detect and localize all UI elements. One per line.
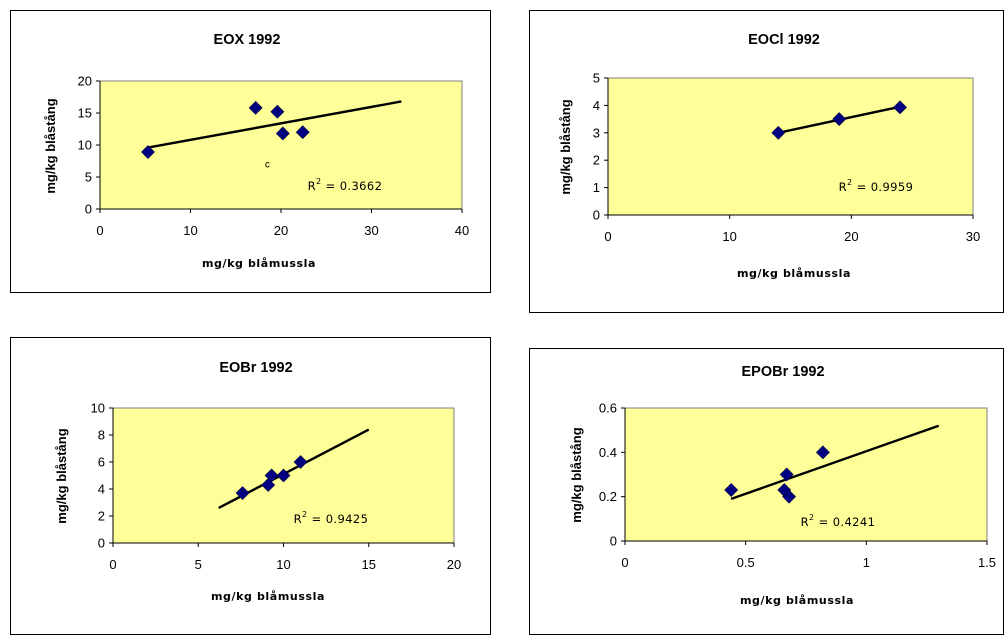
r-squared-label: R2 = 0.9959 — [839, 178, 914, 194]
r-squared-label: R2 = 0.9425 — [294, 510, 369, 526]
x-tick-label: 0 — [621, 555, 628, 570]
x-tick-label: 15 — [362, 557, 376, 572]
chart-title: EOBr 1992 — [219, 360, 292, 376]
x-tick-label: 5 — [195, 557, 202, 572]
data-point — [141, 145, 155, 159]
y-tick-label: 15 — [78, 106, 92, 121]
chart-panel-eox: EOX 1992 0 5 10 15 20 0 10 20 30 40 mg/kg blåstång m… — [10, 10, 491, 293]
x-tick-label: 30 — [364, 223, 378, 238]
data-point — [264, 468, 279, 483]
x-tick-label: 0.5 — [737, 555, 755, 570]
x-tick-label: 0 — [109, 557, 116, 572]
x-tick-label: 1 — [863, 555, 870, 570]
data-point — [248, 100, 263, 115]
data-point — [275, 126, 290, 141]
x-tick-label: 20 — [447, 557, 461, 572]
trendline — [730, 424, 940, 501]
y-tick-label: 8 — [98, 428, 105, 443]
data-point — [779, 467, 794, 482]
chart-title: EOCl 1992 — [748, 32, 820, 48]
y-axis-label: mg/kg blåstång — [569, 427, 584, 522]
y-tick-label: 4 — [593, 98, 600, 113]
y-tick-label: 20 — [78, 74, 92, 89]
data-point — [893, 100, 907, 115]
x-tick-label: 0 — [96, 223, 103, 238]
x-tick-label: 20 — [274, 223, 288, 238]
y-tick-label: 0 — [610, 534, 617, 549]
y-tick-label: 0 — [593, 208, 600, 223]
chart-epobr: EPOBr 1992 0 0.2 0.4 0.6 0 0.5 1 1.5 mg/kg blåstå… — [569, 364, 996, 607]
x-tick-label: 10 — [276, 557, 290, 572]
x-axis-label: mg/kg blåmussla — [740, 594, 854, 607]
y-tick-label: 3 — [593, 125, 600, 140]
annotation-text: c — [265, 159, 270, 170]
y-tick-label: 5 — [85, 170, 92, 185]
data-point — [276, 468, 291, 483]
x-tick-label: 10 — [722, 229, 736, 244]
data-point — [832, 112, 847, 127]
data-point — [235, 486, 250, 500]
x-tick-label: 20 — [844, 229, 858, 244]
x-tick-label: 10 — [183, 223, 197, 238]
data-point — [295, 125, 310, 140]
data-point — [724, 483, 739, 497]
y-tick-label: 1 — [593, 180, 600, 195]
y-tick-label: 2 — [593, 153, 600, 168]
chart-panel-epobr: EPOBr 1992 0 0.2 0.4 0.6 0 0.5 1 1.5 mg/kg blåstå… — [529, 348, 1004, 635]
chart-eox: EOX 1992 0 5 10 15 20 0 10 20 30 40 mg/kg blåstång m… — [43, 32, 469, 270]
r-squared-label: R2 = 0.3662 — [308, 177, 383, 193]
y-tick-label: 0 — [98, 536, 105, 551]
trendline — [147, 100, 402, 149]
x-axis-label: mg/kg blåmussla — [211, 590, 325, 603]
chart-eobr: EOBr 1992 0 2 4 6 8 10 0 5 10 15 20 mg/kg blåstång mg… — [54, 360, 461, 603]
plot-area — [607, 77, 974, 216]
y-tick-label: 0.4 — [599, 445, 617, 460]
chart-eocl: EOCl 1992 0 1 2 3 4 5 0 10 20 30 mg/kg blåstång mg/k… — [558, 32, 980, 280]
x-tick-label: 30 — [966, 229, 980, 244]
y-tick-label: 5 — [593, 71, 600, 86]
x-axis-label: mg/kg blåmussla — [737, 267, 851, 280]
data-point — [270, 104, 285, 119]
y-tick-label: 6 — [98, 455, 105, 470]
chart-panel-eocl: EOCl 1992 0 1 2 3 4 5 0 10 20 30 mg/kg blåstång mg/k… — [529, 10, 1004, 313]
y-tick-label: 0.2 — [599, 489, 617, 504]
y-tick-label: 4 — [98, 482, 105, 497]
data-point — [771, 125, 786, 140]
chart-title: EPOBr 1992 — [741, 364, 824, 380]
x-tick-label: 1.5 — [978, 555, 996, 570]
x-axis-label: mg/kg blåmussla — [202, 257, 316, 270]
r-squared-label: R2 = 0.4241 — [801, 513, 876, 529]
y-tick-label: 10 — [78, 138, 92, 153]
y-axis-label: mg/kg blåstång — [54, 428, 69, 523]
y-axis-label: mg/kg blåstång — [43, 98, 58, 193]
chart-panel-eobr: EOBr 1992 0 2 4 6 8 10 0 5 10 15 20 mg/kg blåstång mg… — [10, 337, 491, 635]
x-tick-label: 0 — [604, 229, 611, 244]
y-tick-label: 2 — [98, 509, 105, 524]
x-tick-label: 40 — [455, 223, 469, 238]
plot-area — [99, 80, 463, 210]
y-tick-label: 10 — [91, 401, 105, 416]
data-point — [293, 455, 308, 469]
y-tick-label: 0 — [85, 202, 92, 217]
data-point — [815, 445, 830, 460]
y-tick-label: 0.6 — [599, 401, 617, 416]
chart-title: EOX 1992 — [214, 32, 281, 48]
data-point — [782, 489, 797, 504]
y-axis-label: mg/kg blåstång — [558, 99, 573, 194]
